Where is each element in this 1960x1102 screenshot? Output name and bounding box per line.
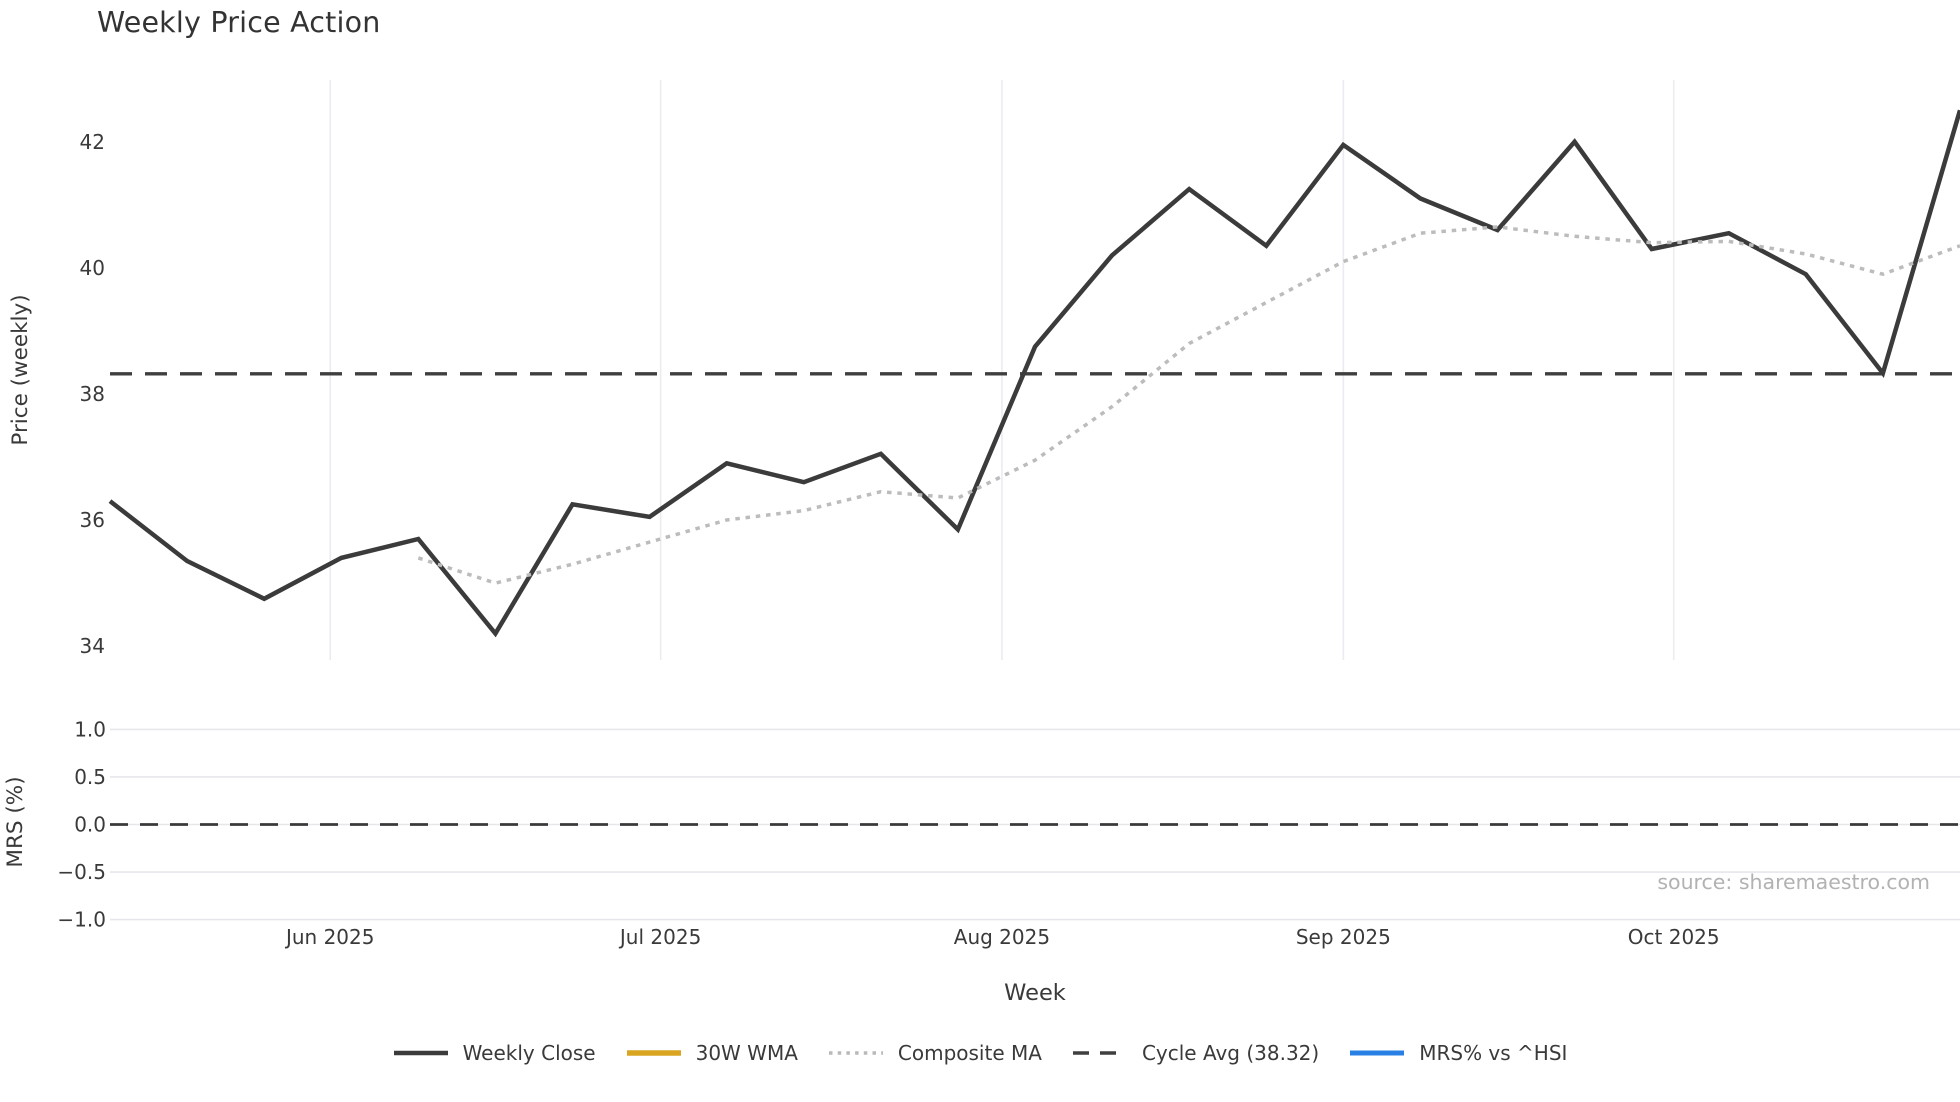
- price-tick-label: 34: [80, 634, 105, 658]
- legend-item-cycle-avg: Cycle Avg (38.32): [1072, 1041, 1319, 1065]
- mrs-tick-label: −1.0: [57, 908, 106, 932]
- legend-label: 30W WMA: [695, 1041, 798, 1065]
- legend-item-weekly-close: Weekly Close: [393, 1041, 596, 1065]
- x-axis-title: Week: [1004, 980, 1066, 1006]
- series-layer: [108, 109, 1960, 638]
- tick-label-layer: Jun 2025 Jul 2025 Aug 2025 Sep 2025 Oct 2025…: [57, 130, 1719, 949]
- mrs-swatch-icon: [1350, 1050, 1405, 1056]
- month-tick-label: Sep 2025: [1296, 925, 1391, 949]
- wma-swatch-icon: [626, 1050, 681, 1056]
- legend-item-30w-wma: 30W WMA: [626, 1041, 798, 1065]
- chart-title: Weekly Price Action: [97, 6, 381, 39]
- price-axis-title: Price (weekly): [8, 294, 33, 445]
- composite-ma-line: [417, 225, 1960, 585]
- weekly-close-swatch-icon: [393, 1050, 448, 1056]
- month-tick-label: Aug 2025: [954, 925, 1050, 949]
- price-tick-label: 42: [80, 130, 105, 154]
- legend-label: Cycle Avg (38.32): [1141, 1041, 1320, 1065]
- legend-item-composite-ma: Composite MA: [828, 1041, 1042, 1065]
- gridline-layer: [110, 80, 1960, 921]
- price-tick-label: 36: [80, 508, 105, 532]
- month-tick-label: Jun 2025: [284, 925, 375, 949]
- month-tick-label: Jul 2025: [618, 925, 701, 949]
- source-credit: source: sharemaestro.com: [1657, 870, 1930, 894]
- mrs-axis-title: MRS (%): [3, 776, 28, 867]
- composite-ma-swatch-icon: [828, 1051, 883, 1055]
- mrs-tick-label: −0.5: [57, 860, 106, 884]
- weekly-close-line: [108, 109, 1960, 638]
- price-tick-label: 40: [80, 256, 105, 280]
- mrs-tick-label: 0.5: [74, 765, 106, 789]
- legend-label: Composite MA: [897, 1041, 1042, 1065]
- mrs-tick-label: 0.0: [74, 813, 106, 837]
- chart-legend: Weekly Close 30W WMA Composite MA Cycle …: [0, 1036, 1960, 1070]
- cycle-avg-swatch-icon: [1072, 1051, 1127, 1055]
- legend-label: MRS% vs ^HSI: [1419, 1041, 1568, 1065]
- price-tick-label: 38: [80, 382, 105, 406]
- reference-line-layer: [110, 372, 1960, 826]
- legend-item-mrs-hsi: MRS% vs ^HSI: [1349, 1041, 1567, 1065]
- mrs-tick-label: 1.0: [74, 717, 106, 741]
- month-tick-label: Oct 2025: [1628, 925, 1720, 949]
- legend-label: Weekly Close: [462, 1041, 596, 1065]
